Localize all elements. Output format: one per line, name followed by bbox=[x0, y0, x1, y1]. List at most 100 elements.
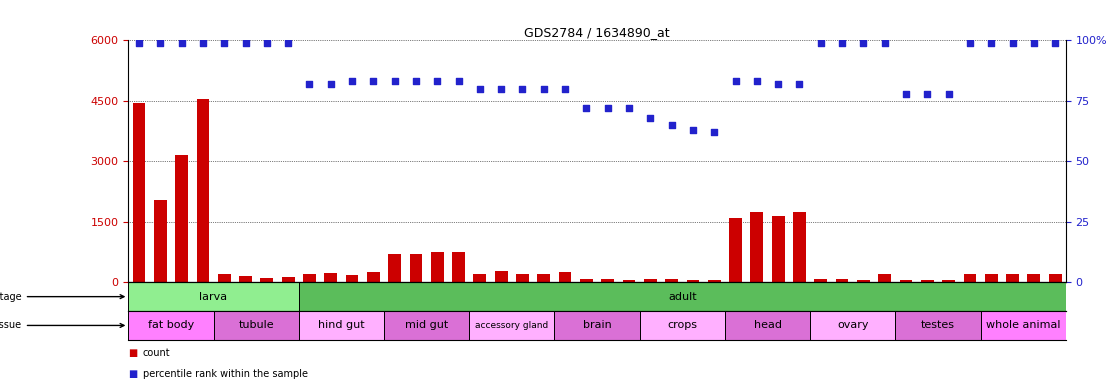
Point bbox=[535, 86, 552, 92]
Bar bbox=[346, 275, 358, 282]
Point bbox=[663, 122, 681, 128]
Point bbox=[152, 40, 170, 46]
Bar bbox=[981, 311, 1066, 340]
Bar bbox=[899, 280, 913, 282]
Point bbox=[684, 127, 702, 133]
Text: larva: larva bbox=[200, 291, 228, 302]
Point bbox=[748, 78, 766, 84]
Text: adult: adult bbox=[668, 291, 696, 302]
Bar bbox=[469, 311, 555, 340]
Text: accessory gland: accessory gland bbox=[475, 321, 548, 330]
Bar bbox=[963, 274, 976, 282]
Bar bbox=[857, 280, 869, 282]
Text: testes: testes bbox=[921, 320, 955, 331]
Bar bbox=[555, 311, 639, 340]
Bar bbox=[196, 99, 210, 282]
Bar bbox=[878, 274, 891, 282]
Text: brain: brain bbox=[583, 320, 612, 331]
Bar bbox=[665, 280, 679, 282]
Text: whole animal: whole animal bbox=[985, 320, 1060, 331]
Bar bbox=[410, 254, 422, 282]
Bar bbox=[602, 279, 614, 282]
Point bbox=[897, 91, 915, 97]
Bar bbox=[473, 274, 487, 282]
Bar bbox=[281, 277, 295, 282]
Point bbox=[1003, 40, 1021, 46]
Point bbox=[343, 78, 360, 84]
Point bbox=[961, 40, 979, 46]
Bar bbox=[793, 212, 806, 282]
Bar bbox=[580, 280, 593, 282]
Point bbox=[215, 40, 233, 46]
Point bbox=[194, 40, 212, 46]
Bar bbox=[367, 272, 379, 282]
Point bbox=[876, 40, 894, 46]
Text: mid gut: mid gut bbox=[405, 320, 449, 331]
Bar bbox=[260, 278, 273, 282]
Text: crops: crops bbox=[667, 320, 698, 331]
Point bbox=[492, 86, 510, 92]
Bar bbox=[559, 272, 571, 282]
Bar bbox=[639, 311, 725, 340]
Bar bbox=[750, 212, 763, 282]
Text: development stage: development stage bbox=[0, 291, 124, 302]
Point bbox=[300, 81, 318, 87]
Bar bbox=[388, 254, 401, 282]
Bar bbox=[452, 252, 465, 282]
Point bbox=[237, 40, 254, 46]
Bar bbox=[836, 279, 848, 282]
Point bbox=[407, 78, 425, 84]
Point bbox=[513, 86, 531, 92]
Bar bbox=[384, 311, 469, 340]
Point bbox=[834, 40, 852, 46]
Text: percentile rank within the sample: percentile rank within the sample bbox=[143, 369, 308, 379]
Point bbox=[429, 78, 446, 84]
Bar bbox=[325, 273, 337, 282]
Point bbox=[386, 78, 404, 84]
Bar bbox=[1028, 274, 1040, 282]
Text: tissue: tissue bbox=[0, 320, 124, 331]
Bar bbox=[921, 280, 934, 282]
Bar bbox=[299, 311, 384, 340]
Bar bbox=[494, 271, 508, 282]
Bar bbox=[644, 279, 656, 282]
Text: fat body: fat body bbox=[147, 320, 194, 331]
Bar bbox=[942, 280, 955, 282]
Bar bbox=[729, 218, 742, 282]
Point bbox=[279, 40, 297, 46]
Bar bbox=[516, 274, 529, 282]
Bar bbox=[154, 200, 166, 282]
Bar bbox=[623, 280, 635, 282]
Bar bbox=[128, 282, 299, 311]
Point bbox=[918, 91, 936, 97]
Text: hind gut: hind gut bbox=[318, 320, 365, 331]
Point bbox=[769, 81, 787, 87]
Bar bbox=[299, 282, 1066, 311]
Point bbox=[365, 78, 383, 84]
Text: head: head bbox=[753, 320, 781, 331]
Bar bbox=[708, 280, 721, 282]
Bar bbox=[810, 311, 895, 340]
Point bbox=[940, 91, 958, 97]
Title: GDS2784 / 1634890_at: GDS2784 / 1634890_at bbox=[525, 26, 670, 39]
Bar bbox=[895, 311, 981, 340]
Bar bbox=[175, 155, 187, 282]
Text: ■: ■ bbox=[128, 369, 137, 379]
Point bbox=[556, 86, 574, 92]
Point bbox=[599, 105, 617, 111]
Bar bbox=[772, 216, 785, 282]
Bar bbox=[1049, 274, 1061, 282]
Point bbox=[131, 40, 148, 46]
Point bbox=[642, 115, 660, 121]
Text: count: count bbox=[143, 348, 171, 358]
Bar bbox=[984, 274, 998, 282]
Point bbox=[1024, 40, 1042, 46]
Point bbox=[811, 40, 829, 46]
Bar bbox=[128, 311, 213, 340]
Point bbox=[471, 86, 489, 92]
Point bbox=[173, 40, 191, 46]
Bar bbox=[538, 274, 550, 282]
Bar bbox=[133, 103, 145, 282]
Point bbox=[258, 40, 276, 46]
Point bbox=[1046, 40, 1064, 46]
